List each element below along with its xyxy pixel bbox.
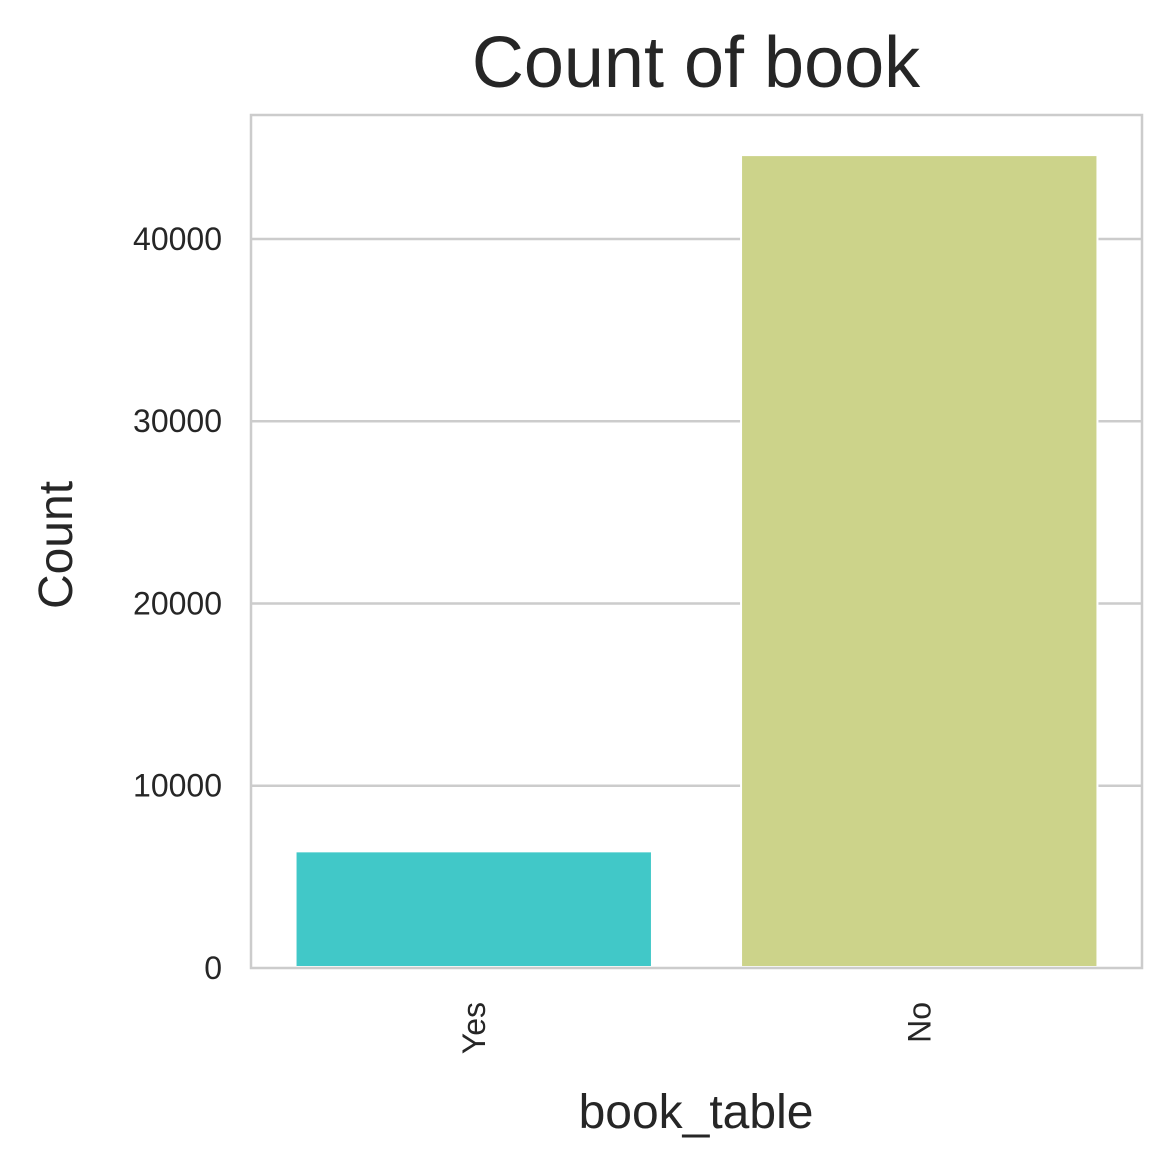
x-tick-label: No bbox=[901, 1002, 937, 1043]
y-tick-labels: 0 10000 20000 30000 40000 bbox=[133, 221, 222, 986]
y-tick-label: 10000 bbox=[133, 768, 222, 804]
y-tick-label: 40000 bbox=[133, 221, 222, 257]
bars bbox=[294, 154, 1099, 969]
y-axis-label: Count bbox=[30, 481, 83, 609]
plot-frame bbox=[249, 113, 1144, 970]
chart-title: Count of book bbox=[472, 23, 921, 103]
x-axis-label: book_table bbox=[579, 1086, 814, 1139]
y-tick-label: 20000 bbox=[133, 585, 222, 621]
x-tick-label: Yes bbox=[456, 1002, 492, 1054]
y-tick-label: 30000 bbox=[133, 403, 222, 439]
x-tick-labels: Yes No bbox=[456, 1002, 938, 1054]
bar-yes bbox=[294, 850, 653, 968]
bar-no bbox=[740, 154, 1099, 969]
y-tick-label: 0 bbox=[204, 950, 222, 986]
